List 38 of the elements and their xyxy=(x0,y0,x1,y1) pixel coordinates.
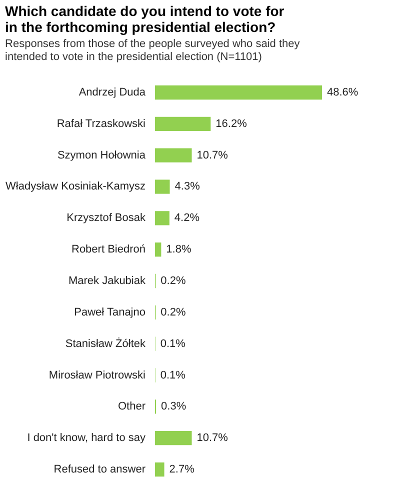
y-tick-label: Robert Biedroń xyxy=(72,244,146,256)
bar xyxy=(155,242,162,257)
bar xyxy=(155,180,170,194)
y-tick-label: Other xyxy=(118,400,146,413)
data-label: 10.7% xyxy=(196,432,228,444)
data-label: 0.2% xyxy=(160,306,186,318)
bar xyxy=(155,148,192,162)
data-label: 4.3% xyxy=(174,180,200,193)
bar xyxy=(155,211,170,226)
bar xyxy=(155,116,211,131)
y-tick-label: Andrzej Duda xyxy=(78,86,146,98)
data-label: 0.1% xyxy=(160,338,186,350)
y-tick-label: Krzysztof Bosak xyxy=(66,212,146,224)
data-label: 16.2% xyxy=(216,118,248,130)
bar xyxy=(155,431,192,446)
bar xyxy=(155,85,322,100)
data-label: 10.7% xyxy=(196,149,228,162)
y-tick-label: Refused to answer xyxy=(54,464,146,476)
data-label: 2.7% xyxy=(169,464,195,476)
data-label: 0.2% xyxy=(160,275,186,287)
text: in the forthcoming presidential election? xyxy=(5,19,276,35)
y-tick-label: Mirosław Piotrowski xyxy=(48,369,146,382)
text: intended to vote in the presidential election (N=1101) xyxy=(5,51,262,63)
data-label: 1.8% xyxy=(166,244,192,256)
y-tick-label: I don't know, hard to say xyxy=(27,432,146,444)
data-label: 4.2% xyxy=(174,212,200,224)
y-tick-label: Stanisław Żółtek xyxy=(65,336,146,350)
text: Which candidate do you intend to vote for xyxy=(5,3,284,19)
y-tick-label: Rafał Trzaskowski xyxy=(56,118,146,130)
data-label: 48.6% xyxy=(327,86,358,98)
y-tick-label: Władysław Kosiniak-Kamysz xyxy=(6,180,146,193)
y-tick-label: Marek Jakubiak xyxy=(68,275,146,287)
bar xyxy=(155,462,164,477)
y-tick-label: Paweł Tanajno xyxy=(74,306,146,318)
text: Responses from those of the people surveyed who said they xyxy=(5,38,300,50)
y-tick-label: Szymon Hołownia xyxy=(57,149,146,162)
data-label: 0.3% xyxy=(161,400,186,413)
data-label: 0.1% xyxy=(160,369,186,382)
